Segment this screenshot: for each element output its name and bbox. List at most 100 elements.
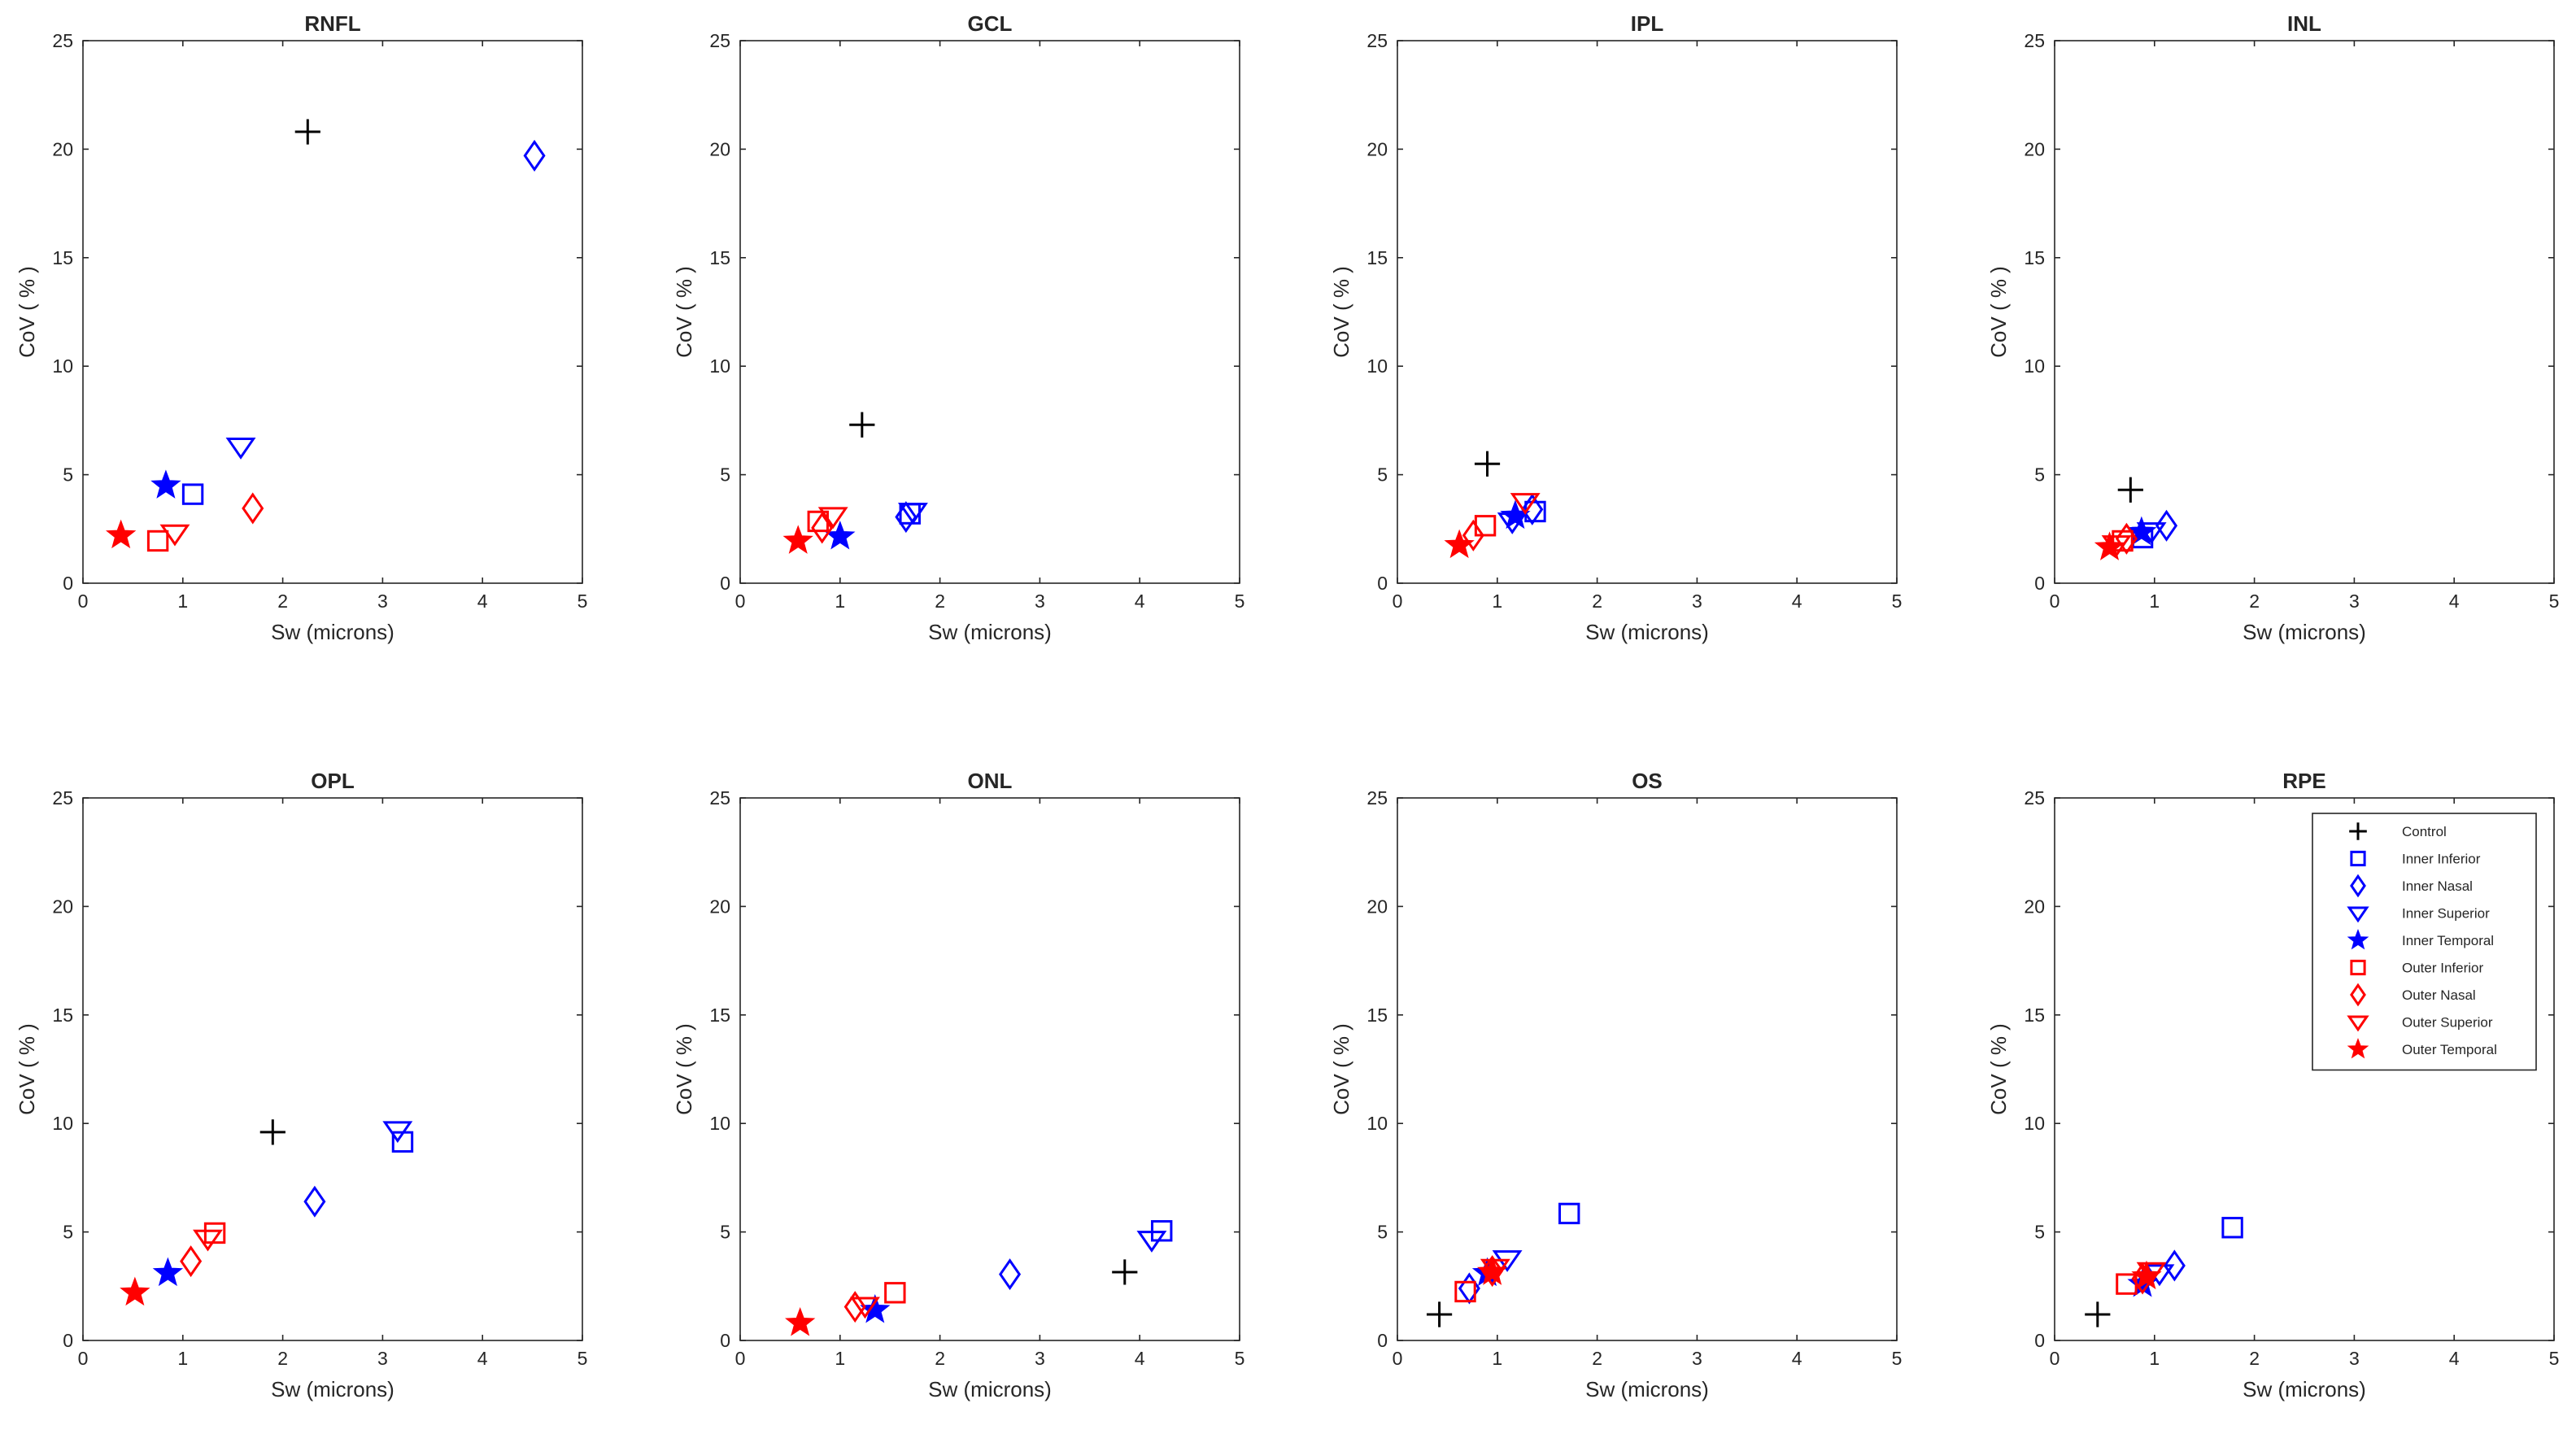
panel-rnfl: 0 1 2 3 4 5 0 5 10 15 20 25 RNFL Sw (microns) CoV ( % … bbox=[15, 11, 587, 644]
point-inner-nasal bbox=[1521, 493, 1544, 525]
y-tick-label: 0 bbox=[1377, 1330, 1388, 1351]
x-tick-label: 2 bbox=[1592, 1348, 1602, 1369]
x-tick-label: 4 bbox=[1792, 591, 1802, 612]
x-tick-label: 2 bbox=[277, 591, 288, 612]
point-outer-nasal bbox=[180, 1245, 203, 1278]
plot-area-rnfl bbox=[82, 40, 583, 584]
plot-area-opl bbox=[82, 797, 583, 1341]
panel-ipl: 0 1 2 3 4 5 0 5 10 15 20 25 IPL Sw (microns) CoV ( % ) bbox=[1329, 11, 1902, 644]
y-tick-label: 0 bbox=[720, 573, 730, 594]
y-tick-label: 10 bbox=[2024, 355, 2045, 377]
point-outer-temporal bbox=[1444, 529, 1475, 559]
x-tick-label: 1 bbox=[177, 1348, 188, 1369]
point-inner-nasal bbox=[895, 501, 918, 534]
x-axis-label: Sw (microns) bbox=[2243, 1377, 2366, 1401]
point-inner-inferior bbox=[1558, 1202, 1580, 1225]
panel-onl: 0 1 2 3 4 5 0 5 10 15 20 25 ONL Sw (microns) CoV ( % ) bbox=[672, 769, 1244, 1401]
point-outer-temporal bbox=[785, 1307, 816, 1336]
panel-os: 0 1 2 3 4 5 0 5 10 15 20 25 OS Sw (microns) CoV ( % ) bbox=[1329, 769, 1902, 1401]
point-outer-nasal bbox=[242, 492, 264, 525]
x-tick-label: 4 bbox=[1135, 1348, 1145, 1369]
y-axis-label: CoV ( % ) bbox=[1986, 1023, 2011, 1115]
panel-title: GCL bbox=[968, 11, 1013, 36]
y-tick-label: 0 bbox=[63, 573, 73, 594]
x-tick-label: 2 bbox=[935, 1348, 945, 1369]
legend-marker-outer-temporal bbox=[2347, 1037, 2369, 1059]
y-tick-label: 5 bbox=[1377, 464, 1388, 486]
point-inner-nasal bbox=[523, 139, 546, 172]
y-tick-label: 15 bbox=[2024, 247, 2045, 268]
legend-marker-inner-superior bbox=[2347, 906, 2369, 923]
y-tick-label: 25 bbox=[52, 787, 73, 809]
legend-label-inner-temporal: Inner Temporal bbox=[2402, 933, 2494, 948]
x-tick-label: 2 bbox=[277, 1348, 288, 1369]
x-tick-label: 2 bbox=[1592, 591, 1602, 612]
x-tick-label: 3 bbox=[1692, 1348, 1702, 1369]
x-tick-label: 4 bbox=[1792, 1348, 1802, 1369]
x-tick-label: 5 bbox=[1892, 1348, 1903, 1369]
point-inner-temporal bbox=[150, 469, 181, 499]
legend-label-inner-superior: Inner Superior bbox=[2402, 906, 2490, 922]
panel-title: RNFL bbox=[304, 11, 360, 36]
point-inner-superior bbox=[1136, 1231, 1167, 1253]
legend-label-control: Control bbox=[2402, 824, 2447, 839]
x-tick-label: 3 bbox=[2349, 591, 2360, 612]
y-tick-label: 25 bbox=[709, 30, 730, 51]
x-axis-label: Sw (microns) bbox=[928, 1377, 1052, 1401]
point-outer-nasal bbox=[843, 1291, 866, 1323]
x-tick-label: 0 bbox=[2050, 591, 2060, 612]
y-tick-label: 20 bbox=[2024, 138, 2045, 159]
panel-title: OPL bbox=[311, 769, 355, 793]
plot-area-ipl bbox=[1397, 40, 1898, 584]
panel-title: RPE bbox=[2282, 769, 2325, 793]
x-tick-label: 2 bbox=[2249, 591, 2260, 612]
y-tick-label: 0 bbox=[720, 1330, 730, 1351]
x-tick-label: 5 bbox=[578, 1348, 588, 1369]
x-tick-label: 5 bbox=[2549, 1348, 2560, 1369]
x-tick-label: 1 bbox=[1492, 1348, 1502, 1369]
legend-label-outer-nasal: Outer Nasal bbox=[2402, 987, 2476, 1003]
x-tick-label: 5 bbox=[1892, 591, 1903, 612]
y-axis-label: CoV ( % ) bbox=[1329, 1023, 1353, 1115]
y-tick-label: 20 bbox=[709, 896, 730, 917]
point-outer-inferior bbox=[1454, 1280, 1476, 1303]
legend-label-outer-temporal: Outer Temporal bbox=[2402, 1042, 2497, 1057]
point-inner-nasal bbox=[303, 1185, 326, 1218]
point-control bbox=[1474, 451, 1501, 477]
x-tick-label: 0 bbox=[2050, 1348, 2060, 1369]
point-inner-superior bbox=[897, 503, 928, 525]
legend-marker-outer-superior bbox=[2347, 1015, 2369, 1032]
panel-opl: 0 1 2 3 4 5 0 5 10 15 20 25 OPL Sw (microns) CoV ( % ) bbox=[15, 769, 587, 1401]
legend-marker-outer-inferior bbox=[2350, 959, 2366, 976]
x-tick-label: 1 bbox=[835, 591, 845, 612]
point-outer-temporal bbox=[2131, 1260, 2162, 1290]
y-tick-label: 0 bbox=[2034, 1330, 2045, 1351]
x-tick-label: 1 bbox=[1492, 591, 1502, 612]
legend-marker-outer-nasal bbox=[2350, 983, 2366, 1007]
y-tick-label: 5 bbox=[63, 1222, 73, 1243]
y-tick-label: 5 bbox=[2034, 464, 2045, 486]
x-tick-label: 4 bbox=[1135, 591, 1145, 612]
y-tick-label: 20 bbox=[2024, 896, 2045, 917]
point-inner-nasal bbox=[2163, 1249, 2186, 1282]
y-tick-label: 25 bbox=[2024, 787, 2045, 809]
legend-label-inner-inferior: Inner Inferior bbox=[2402, 852, 2481, 867]
legend: Control Inner Inferior Inner Nasal Inner Su… bbox=[2312, 813, 2537, 1071]
point-outer-temporal bbox=[2094, 531, 2125, 560]
y-tick-label: 20 bbox=[1366, 896, 1388, 917]
y-tick-label: 25 bbox=[1366, 30, 1388, 51]
point-outer-temporal bbox=[120, 1276, 150, 1306]
x-tick-label: 5 bbox=[1235, 591, 1245, 612]
y-tick-label: 15 bbox=[1366, 247, 1388, 268]
point-inner-temporal bbox=[2126, 516, 2157, 546]
plot-area-gcl bbox=[739, 40, 1240, 584]
y-tick-label: 20 bbox=[52, 138, 73, 159]
y-tick-label: 25 bbox=[2024, 30, 2045, 51]
x-tick-label: 2 bbox=[2249, 1348, 2260, 1369]
x-tick-label: 1 bbox=[835, 1348, 845, 1369]
x-axis-label: Sw (microns) bbox=[1585, 1377, 1709, 1401]
x-axis-label: Sw (microns) bbox=[271, 620, 394, 644]
y-tick-label: 15 bbox=[709, 1005, 730, 1026]
